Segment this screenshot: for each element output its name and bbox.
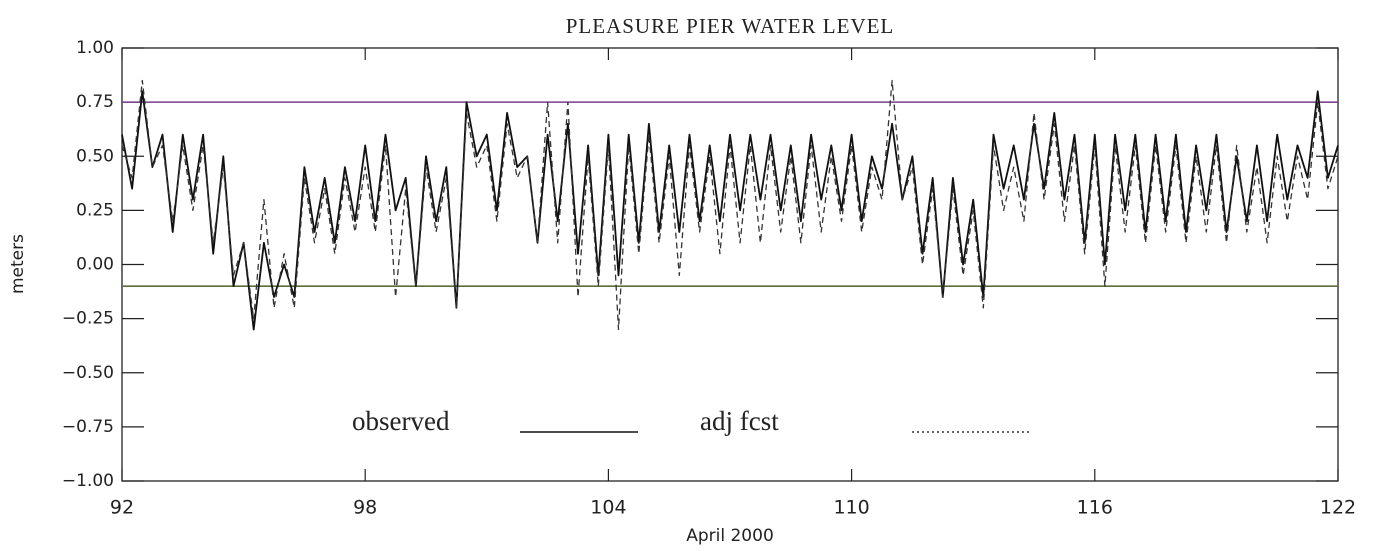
chart-title: PLEASURE PIER WATER LEVEL (566, 14, 895, 38)
legend-label: observed (352, 406, 450, 436)
y-tick-label: 0.75 (76, 92, 114, 112)
x-tick-label: 116 (1077, 497, 1113, 519)
y-tick-label: −0.25 (62, 309, 114, 329)
legend-label: adj fcst (700, 406, 779, 436)
y-tick-label: 0.25 (76, 200, 114, 220)
y-tick-label: −0.50 (62, 363, 114, 383)
y-tick-label: 1.00 (76, 38, 114, 58)
y-tick-label: −1.00 (62, 471, 114, 491)
x-tick-label: 122 (1320, 497, 1356, 519)
y-axis-label: meters (8, 234, 28, 294)
x-tick-label: 110 (833, 497, 869, 519)
x-axis-label: April 2000 (686, 526, 774, 546)
x-tick-label: 104 (590, 497, 626, 519)
x-tick-label: 92 (110, 497, 134, 519)
y-tick-label: 0.00 (76, 255, 114, 275)
series-line (121, 90, 1339, 331)
y-tick-label: −0.75 (62, 417, 114, 437)
series-line (121, 79, 1339, 331)
y-tick-label: 0.50 (76, 146, 114, 166)
x-tick-label: 98 (353, 497, 377, 519)
